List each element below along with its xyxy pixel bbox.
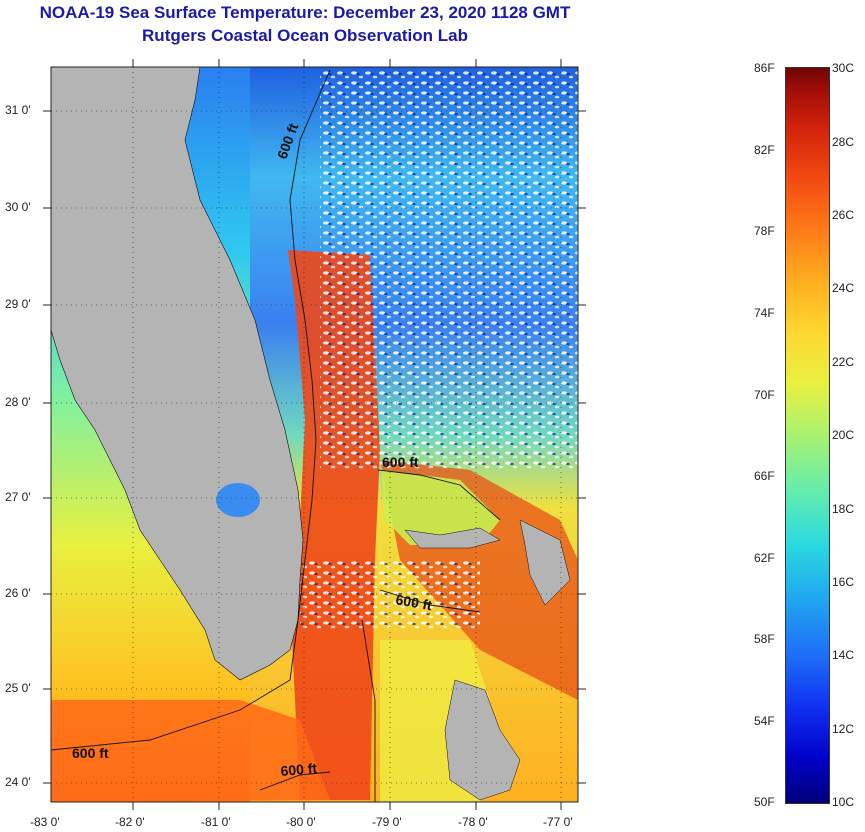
contour-600ft-straits: [361, 619, 376, 802]
colorbar-c-label: 14C: [832, 648, 855, 662]
little-bahama-bank: [382, 470, 500, 545]
colorbar-f-label: 74F: [754, 306, 775, 320]
contour-label-bahama-north: 600 ft: [382, 454, 419, 470]
colorbar-c-label: 26C: [832, 208, 855, 222]
map-frame: [50, 66, 579, 803]
contour-label-bahama-mid: 600 ft: [394, 591, 433, 613]
lon-label: -78 0': [458, 815, 488, 829]
colorbar-f-label: 50F: [754, 795, 775, 809]
lon-label: -81 0': [201, 815, 231, 829]
contour-600ft-west: [50, 69, 331, 751]
colorbar-f-label: 54F: [754, 714, 775, 728]
contour-600ft-bahama-mid: [379, 589, 481, 613]
lat-label: 27 0': [5, 490, 31, 504]
colorbar-f-label: 62F: [754, 551, 775, 565]
lat-label: 31 0': [5, 103, 31, 117]
lat-label: 24 0': [5, 775, 31, 789]
colorbar-f-label: 70F: [754, 388, 775, 402]
contour-label-west: 600 ft: [72, 745, 109, 761]
colorbar-c-label: 20C: [832, 428, 855, 442]
map-panel: [50, 66, 579, 803]
cloud-cover-north: [320, 70, 578, 470]
temperature-colorbar: [785, 67, 830, 804]
colorbar-c-label: 22C: [832, 355, 855, 369]
lon-label: -80 0': [286, 815, 316, 829]
lon-label: -82 0': [115, 815, 145, 829]
lon-label: -77 0': [543, 815, 573, 829]
colorbar-f-label: 78F: [754, 224, 775, 238]
map-subtitle: Rutgers Coastal Ocean Observation Lab: [142, 26, 468, 45]
colorbar-f-label: 66F: [754, 469, 775, 483]
map-tick-marks: [43, 59, 586, 810]
colorbar-c-label: 18C: [832, 502, 855, 516]
colorbar-c-label: 28C: [832, 135, 855, 149]
florida-land: [50, 66, 304, 681]
colorbar-c-label: 30C: [832, 61, 855, 75]
abaco-island: [519, 519, 571, 606]
map-title: NOAA-19 Sea Surface Temperature: Decembe…: [39, 3, 571, 22]
colorbar-c-label: 16C: [832, 575, 855, 589]
lake-okeechobee: [216, 483, 260, 517]
lon-label: -79 0': [372, 815, 402, 829]
colorbar-c-label: 12C: [832, 722, 855, 736]
lat-label: 26 0': [5, 586, 31, 600]
lat-label: 29 0': [5, 297, 31, 311]
cloud-cover-straits: [300, 560, 480, 630]
lat-label: 30 0': [5, 200, 31, 214]
lon-label: -83 0': [30, 815, 60, 829]
colorbar-f-label: 82F: [754, 143, 775, 157]
colorbar-f-label: 58F: [754, 632, 775, 646]
lat-label: 28 0': [5, 395, 31, 409]
colorbar-c-label: 10C: [832, 795, 855, 809]
lat-label: 25 0': [5, 681, 31, 695]
colorbar-f-label: 86F: [754, 61, 775, 75]
contour-600ft-bahama-north: [377, 469, 501, 521]
warm-water-south: [51, 700, 330, 802]
andros-island: [444, 679, 521, 801]
contour-label-south: 600 ft: [280, 760, 318, 779]
contour-600ft-south: [259, 771, 331, 791]
colorbar-c-label: 24C: [832, 281, 855, 295]
